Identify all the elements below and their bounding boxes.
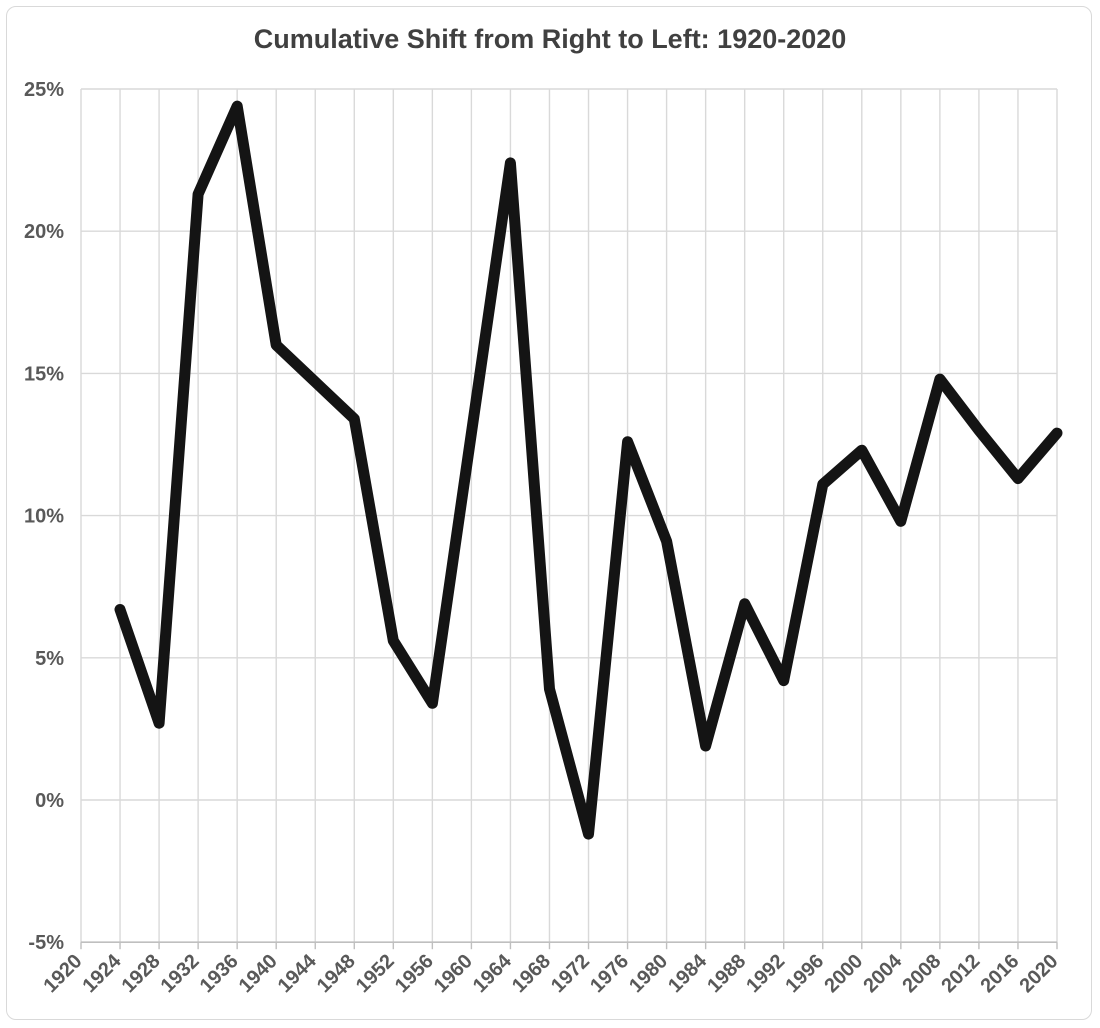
series-line <box>114 100 1063 840</box>
x-tick-label: 2020 <box>1016 950 1063 997</box>
y-tick-label: 15% <box>24 363 64 385</box>
x-tick-label: 1960 <box>430 950 477 997</box>
x-tick-label: 1956 <box>391 950 438 997</box>
x-tick-label: 1976 <box>586 950 633 997</box>
x-tick-label: 1924 <box>79 950 127 998</box>
x-tick-label: 2008 <box>898 950 945 997</box>
y-tick-label: -5% <box>28 932 64 954</box>
x-tick-label: 1972 <box>547 950 594 997</box>
y-tick-label: 10% <box>24 506 64 528</box>
x-tick-label: 1932 <box>157 950 204 997</box>
y-tick-label: 20% <box>24 221 64 243</box>
x-tick-label: 1988 <box>703 950 750 997</box>
x-tick-label: 2000 <box>820 950 867 997</box>
x-tick-label: 1944 <box>274 950 322 998</box>
x-tick-label: 1948 <box>313 950 360 997</box>
x-tick-label: 1936 <box>196 950 243 997</box>
x-tick-label: 1952 <box>352 950 399 997</box>
x-tick-label: 1968 <box>508 950 555 997</box>
y-tick-label: 25% <box>24 79 64 101</box>
x-tick-label: 1940 <box>235 950 282 997</box>
chart-title: Cumulative Shift from Right to Left: 192… <box>253 24 847 54</box>
x-tick-label: 1920 <box>40 950 87 997</box>
x-tick-label: 1980 <box>625 950 672 997</box>
x-tick-label: 2012 <box>937 950 984 997</box>
x-tick-label: 1964 <box>469 950 517 998</box>
x-tick-label: 1996 <box>781 950 828 997</box>
x-tick-label: 1984 <box>664 950 712 998</box>
y-tick-label: 5% <box>35 648 64 670</box>
x-tick-label: 1992 <box>742 950 789 997</box>
x-tick-label: 2004 <box>859 950 907 998</box>
y-tick-label: 0% <box>35 790 64 812</box>
x-tick-label: 1928 <box>118 950 165 997</box>
x-tick-label: 2016 <box>977 950 1024 997</box>
